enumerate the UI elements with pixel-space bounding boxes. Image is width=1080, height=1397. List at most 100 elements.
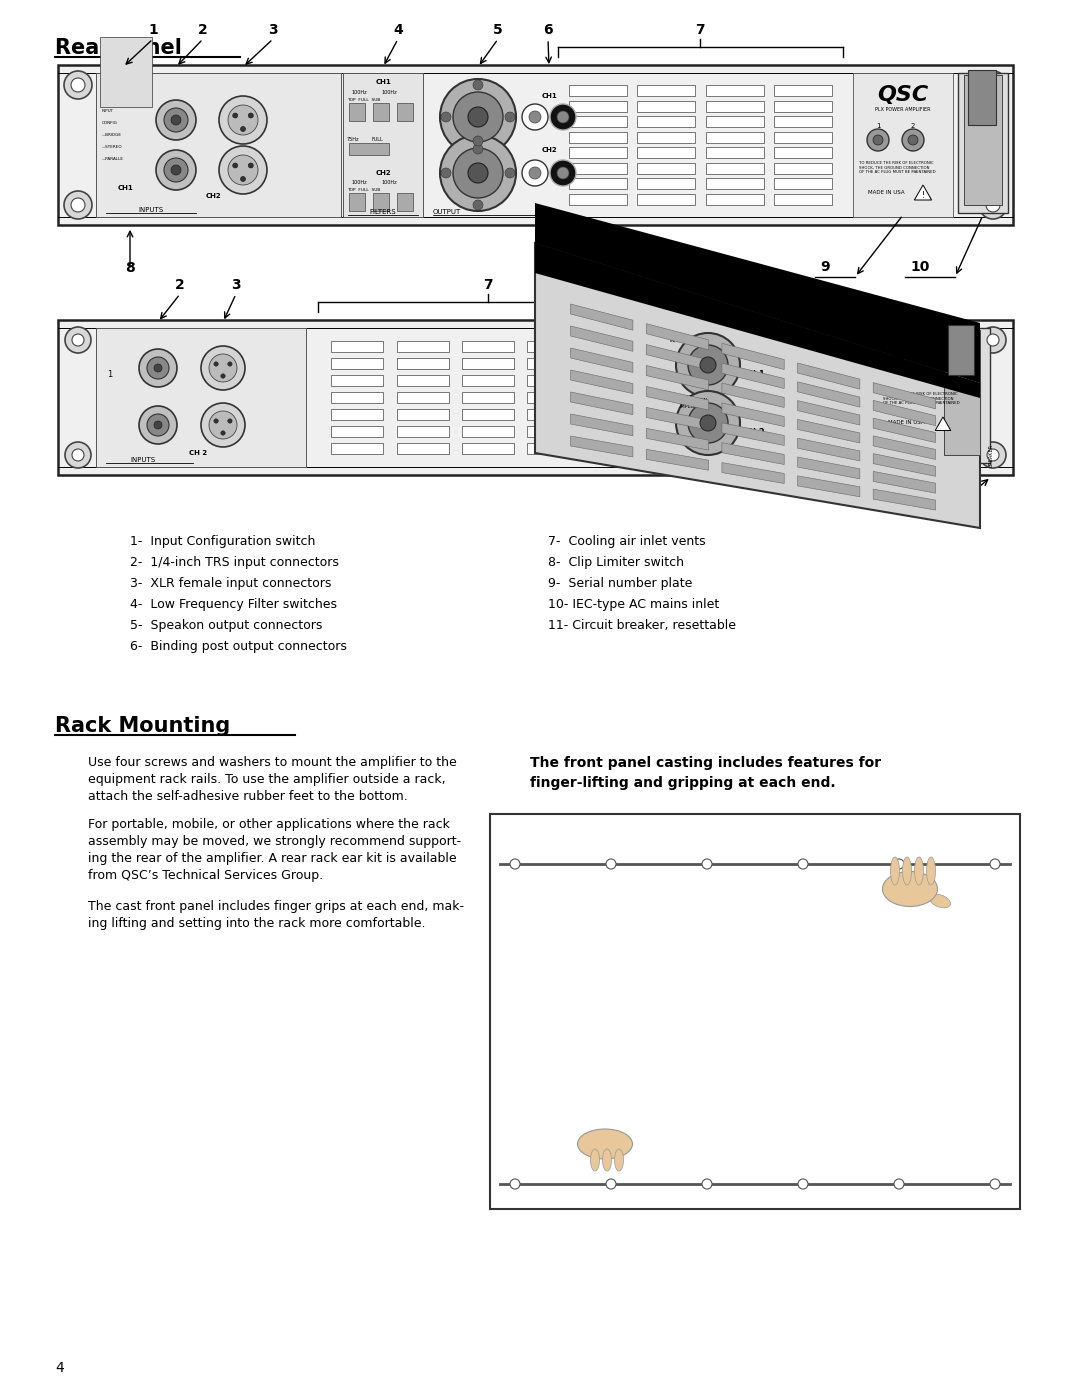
Circle shape xyxy=(700,415,716,432)
Circle shape xyxy=(980,441,1005,468)
Polygon shape xyxy=(535,243,980,398)
Circle shape xyxy=(228,155,258,184)
Polygon shape xyxy=(797,457,860,479)
Circle shape xyxy=(505,168,515,177)
Circle shape xyxy=(139,349,177,387)
Circle shape xyxy=(453,148,503,198)
Polygon shape xyxy=(646,345,708,370)
Polygon shape xyxy=(874,436,935,460)
Polygon shape xyxy=(721,462,784,483)
Circle shape xyxy=(248,113,254,117)
Text: 3: 3 xyxy=(268,22,278,36)
Ellipse shape xyxy=(891,856,900,886)
Circle shape xyxy=(219,147,267,194)
Text: CH1: CH1 xyxy=(375,80,391,85)
Circle shape xyxy=(902,129,924,151)
Text: 7: 7 xyxy=(483,278,492,292)
Text: !: ! xyxy=(921,190,924,200)
Circle shape xyxy=(232,113,238,117)
Circle shape xyxy=(873,136,883,145)
Polygon shape xyxy=(721,344,784,369)
Polygon shape xyxy=(721,423,784,446)
Polygon shape xyxy=(646,408,708,430)
Circle shape xyxy=(987,448,999,461)
Bar xyxy=(944,330,980,455)
Text: 6-  Binding post output connectors: 6- Binding post output connectors xyxy=(130,640,347,652)
Circle shape xyxy=(201,346,245,390)
Text: 5: 5 xyxy=(724,278,733,292)
Circle shape xyxy=(550,103,576,130)
Circle shape xyxy=(986,198,1000,212)
Polygon shape xyxy=(797,401,860,425)
Text: finger-lifting and gripping at each end.: finger-lifting and gripping at each end. xyxy=(530,775,836,789)
Text: 5: 5 xyxy=(494,22,503,36)
Circle shape xyxy=(156,149,195,190)
Polygon shape xyxy=(874,454,935,476)
Bar xyxy=(637,179,696,190)
Ellipse shape xyxy=(578,1129,633,1160)
Bar xyxy=(332,443,383,454)
Text: CH 2: CH 2 xyxy=(743,427,765,437)
Ellipse shape xyxy=(603,1148,611,1171)
Bar xyxy=(958,73,1008,212)
Ellipse shape xyxy=(927,856,935,886)
Text: TO REDUCE THE RISK OF ELECTRONIC
SHOCK, THE GROUND CONNECTION
OF THE AC PLUG MUS: TO REDUCE THE RISK OF ELECTRONIC SHOCK, … xyxy=(859,161,935,175)
Polygon shape xyxy=(535,243,980,528)
Polygon shape xyxy=(721,363,784,388)
Bar xyxy=(100,36,152,108)
Polygon shape xyxy=(570,436,633,457)
Circle shape xyxy=(505,112,515,122)
Polygon shape xyxy=(535,203,980,383)
Circle shape xyxy=(219,96,267,144)
Bar xyxy=(349,142,389,155)
Text: TOP  FULL  SUB: TOP FULL SUB xyxy=(347,98,380,102)
Bar xyxy=(593,393,645,402)
Ellipse shape xyxy=(903,856,912,886)
Circle shape xyxy=(473,144,483,154)
Polygon shape xyxy=(797,363,860,390)
Circle shape xyxy=(894,1179,904,1189)
Bar xyxy=(774,85,833,96)
Text: 7: 7 xyxy=(696,22,705,36)
Circle shape xyxy=(894,859,904,869)
Polygon shape xyxy=(797,419,860,443)
Circle shape xyxy=(228,105,258,136)
Text: INPUT: INPUT xyxy=(102,109,114,113)
Polygon shape xyxy=(570,305,633,330)
Circle shape xyxy=(440,136,516,211)
Polygon shape xyxy=(874,489,935,510)
Circle shape xyxy=(990,1179,1000,1189)
Text: QSC: QSC xyxy=(891,342,935,360)
Text: 11- Circuit breaker, resettable: 11- Circuit breaker, resettable xyxy=(548,619,735,631)
Text: Rear Panel: Rear Panel xyxy=(55,38,181,59)
Bar xyxy=(568,179,626,190)
Text: —STEREO: —STEREO xyxy=(102,145,123,149)
Polygon shape xyxy=(646,429,708,450)
Polygon shape xyxy=(570,414,633,436)
Bar xyxy=(462,443,514,454)
Bar xyxy=(774,194,833,205)
Text: CH 1: CH 1 xyxy=(743,370,765,379)
Bar xyxy=(706,194,764,205)
Bar xyxy=(637,131,696,142)
Circle shape xyxy=(980,327,1005,353)
Circle shape xyxy=(156,101,195,140)
Bar xyxy=(593,443,645,454)
Circle shape xyxy=(468,108,488,127)
Circle shape xyxy=(241,176,245,182)
Bar xyxy=(396,376,448,386)
Text: 1-  Input Configuration switch: 1- Input Configuration switch xyxy=(130,535,315,548)
Circle shape xyxy=(522,161,548,186)
Circle shape xyxy=(987,334,999,346)
Bar xyxy=(396,393,448,402)
Circle shape xyxy=(171,115,181,124)
Polygon shape xyxy=(874,418,935,443)
Text: Rack Mounting: Rack Mounting xyxy=(55,717,230,736)
Text: CH1: CH1 xyxy=(541,94,557,99)
Circle shape xyxy=(473,136,483,147)
Bar xyxy=(637,116,696,127)
Bar xyxy=(568,101,626,112)
Circle shape xyxy=(557,110,569,123)
Circle shape xyxy=(606,1179,616,1189)
Circle shape xyxy=(220,374,226,379)
